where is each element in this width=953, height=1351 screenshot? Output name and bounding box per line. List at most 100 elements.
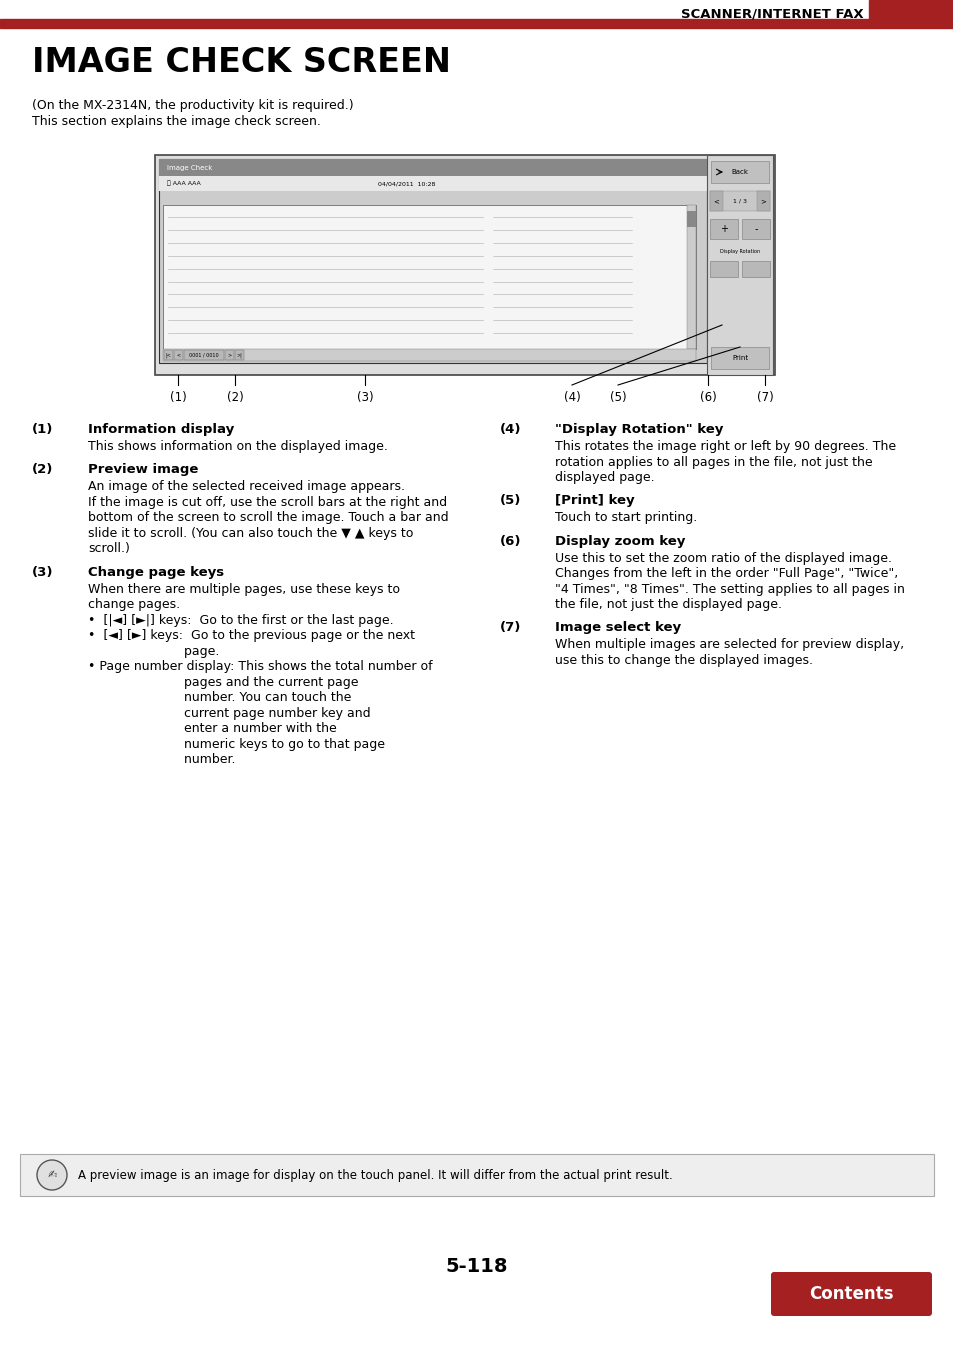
Text: IMAGE CHECK SCREEN: IMAGE CHECK SCREEN (32, 46, 451, 78)
Text: 04/04/2011  10:28: 04/04/2011 10:28 (377, 181, 436, 186)
Text: Change page keys: Change page keys (88, 566, 224, 578)
Text: the file, not just the displayed page.: the file, not just the displayed page. (555, 598, 781, 611)
Text: (1): (1) (170, 390, 186, 404)
Bar (164, 350, 172, 359)
Bar (706, 155, 772, 376)
Text: enter a number with the: enter a number with the (88, 723, 336, 735)
Text: If the image is cut off, use the scroll bars at the right and: If the image is cut off, use the scroll … (88, 496, 447, 509)
Text: page.: page. (88, 644, 219, 658)
Text: >: > (227, 353, 232, 358)
Bar (741, 219, 769, 239)
Bar (184, 350, 224, 359)
Text: 1 / 3: 1 / 3 (732, 199, 746, 204)
Text: (5): (5) (499, 494, 521, 507)
Text: (7): (7) (499, 621, 521, 635)
Text: <: < (176, 353, 180, 358)
Bar (159, 176, 706, 190)
Text: Print: Print (731, 355, 747, 361)
Text: Preview image: Preview image (88, 463, 198, 477)
Text: number. You can touch the: number. You can touch the (88, 692, 351, 704)
Bar (225, 350, 233, 359)
Text: rotation applies to all pages in the file, not just the: rotation applies to all pages in the fil… (555, 455, 872, 469)
Text: displayed page.: displayed page. (555, 471, 654, 484)
Bar (709, 190, 722, 211)
Text: •  [◄] [►] keys:  Go to the previous page or the next: • [◄] [►] keys: Go to the previous page … (88, 630, 415, 642)
Text: [Print] key: [Print] key (555, 494, 634, 507)
Bar (709, 219, 738, 239)
Text: >: > (760, 199, 765, 204)
Text: •  [|◄] [►|] keys:  Go to the first or the last page.: • [|◄] [►|] keys: Go to the first or the… (88, 613, 394, 627)
Bar (710, 161, 768, 182)
Text: +: + (720, 224, 727, 234)
Text: use this to change the displayed images.: use this to change the displayed images. (555, 654, 812, 667)
Bar (0, 19, 868, 28)
Bar (163, 205, 696, 349)
Text: (3): (3) (32, 566, 53, 578)
Text: bottom of the screen to scroll the image. Touch a bar and: bottom of the screen to scroll the image… (88, 511, 448, 524)
Text: An image of the selected received image appears.: An image of the selected received image … (88, 481, 405, 493)
Text: This shows information on the displayed image.: This shows information on the displayed … (88, 440, 388, 453)
Text: Ⓜ AAA AAA: Ⓜ AAA AAA (167, 181, 200, 186)
Bar (20, 1154, 933, 1196)
Text: slide it to scroll. (You can also touch the ▼ ▲ keys to: slide it to scroll. (You can also touch … (88, 527, 413, 540)
Bar (159, 159, 706, 363)
Bar (686, 211, 696, 227)
Text: (4): (4) (499, 423, 521, 436)
Text: (3): (3) (356, 390, 373, 404)
Bar (234, 350, 244, 359)
Text: Display Rotation: Display Rotation (720, 249, 760, 254)
Text: SCANNER/INTERNET FAX: SCANNER/INTERNET FAX (680, 8, 863, 20)
Text: (6): (6) (699, 390, 716, 404)
Text: This rotates the image right or left by 90 degrees. The: This rotates the image right or left by … (555, 440, 895, 453)
Text: <: < (713, 199, 719, 204)
Text: Image Check: Image Check (167, 165, 213, 170)
Text: When there are multiple pages, use these keys to: When there are multiple pages, use these… (88, 582, 399, 596)
Text: (On the MX-2314N, the productivity kit is required.): (On the MX-2314N, the productivity kit i… (32, 99, 354, 112)
Text: pages and the current page: pages and the current page (88, 676, 358, 689)
FancyBboxPatch shape (770, 1273, 931, 1316)
Text: number.: number. (88, 753, 235, 766)
Text: Image select key: Image select key (555, 621, 680, 635)
Text: (6): (6) (499, 535, 521, 547)
Text: • Page number display: This shows the total number of: • Page number display: This shows the to… (88, 661, 432, 673)
Bar (173, 350, 183, 359)
Text: A preview image is an image for display on the touch panel. It will differ from : A preview image is an image for display … (78, 1169, 672, 1182)
Text: |<: |< (166, 353, 172, 358)
Bar (163, 349, 696, 361)
Text: (1): (1) (32, 423, 53, 436)
Bar (686, 205, 696, 349)
Text: "4 Times", "8 Times". The setting applies to all pages in: "4 Times", "8 Times". The setting applie… (555, 582, 904, 596)
Text: Touch to start printing.: Touch to start printing. (555, 511, 697, 524)
Text: numeric keys to go to that page: numeric keys to go to that page (88, 738, 385, 751)
Text: When multiple images are selected for preview display,: When multiple images are selected for pr… (555, 639, 903, 651)
Text: This section explains the image check screen.: This section explains the image check sc… (32, 115, 320, 128)
Bar (159, 159, 706, 176)
Text: Back: Back (731, 169, 748, 176)
Text: Display zoom key: Display zoom key (555, 535, 684, 547)
Text: current page number key and: current page number key and (88, 707, 370, 720)
Text: (7): (7) (756, 390, 773, 404)
Text: scroll.): scroll.) (88, 542, 130, 555)
Text: 5-118: 5-118 (445, 1256, 508, 1275)
Text: (2): (2) (227, 390, 243, 404)
Text: 0001 / 0010: 0001 / 0010 (189, 353, 218, 358)
Text: Contents: Contents (808, 1285, 893, 1302)
Bar (756, 190, 769, 211)
Text: (4): (4) (563, 390, 579, 404)
Bar (709, 261, 738, 277)
Text: >|: >| (236, 353, 242, 358)
Bar (710, 347, 768, 369)
Text: Information display: Information display (88, 423, 234, 436)
Text: "Display Rotation" key: "Display Rotation" key (555, 423, 722, 436)
Bar (741, 261, 769, 277)
Text: Changes from the left in the order "Full Page", "Twice",: Changes from the left in the order "Full… (555, 567, 898, 580)
Text: (2): (2) (32, 463, 53, 477)
Circle shape (37, 1161, 67, 1190)
Bar (154, 155, 774, 376)
Text: ✍: ✍ (48, 1170, 56, 1179)
Bar (709, 190, 769, 211)
Text: (5): (5) (609, 390, 626, 404)
Text: change pages.: change pages. (88, 598, 180, 611)
Text: Use this to set the zoom ratio of the displayed image.: Use this to set the zoom ratio of the di… (555, 551, 891, 565)
Bar (868, 0, 953, 28)
